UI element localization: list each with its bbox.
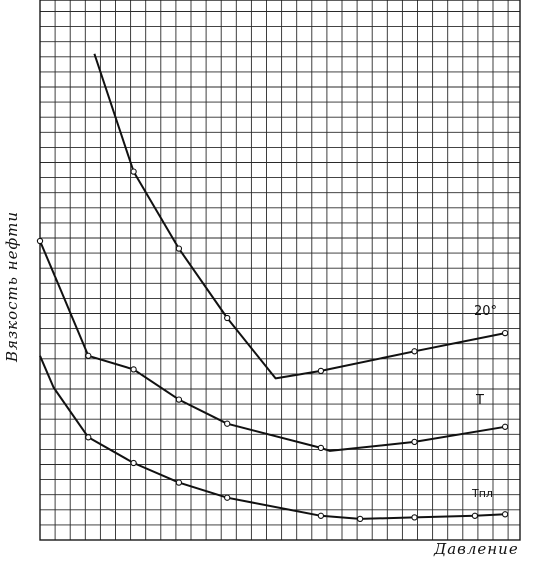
data-point-T: [411, 438, 418, 446]
series-line-T: [39, 240, 506, 452]
data-point-T: [175, 396, 183, 403]
chart-markers-group: [36, 168, 509, 523]
data-point-T: [501, 423, 509, 430]
series-line-20deg: [93, 53, 506, 380]
data-point-Tpl: [85, 434, 92, 441]
data-point-T: [36, 237, 44, 245]
data-point-Tpl: [411, 514, 418, 521]
data-point-Tpl: [317, 512, 325, 519]
data-point-T: [130, 366, 137, 373]
x-axis-label: Давление: [433, 540, 519, 558]
data-point-20deg: [411, 348, 418, 355]
plot-frame: [39, 0, 521, 541]
data-point-Tpl: [356, 515, 364, 523]
series-label-20deg: 20°: [474, 304, 497, 319]
data-point-Tpl: [471, 512, 479, 519]
series-label-T: T: [475, 393, 484, 408]
data-point-Tpl: [224, 494, 231, 501]
data-point-20deg: [130, 168, 137, 175]
y-axis-label: Вязкость нефти: [3, 211, 21, 363]
data-point-Tpl: [175, 479, 183, 486]
data-point-T: [85, 352, 92, 359]
data-point-20deg: [501, 329, 509, 337]
chart-grid: [39, 0, 520, 541]
series-label-Tpl: Тпл: [471, 487, 493, 500]
data-point-Tpl: [501, 511, 509, 518]
data-point-20deg: [317, 367, 325, 375]
data-point-T: [317, 444, 325, 452]
data-point-T: [224, 420, 231, 427]
data-point-Tpl: [130, 459, 137, 467]
data-point-20deg: [175, 245, 183, 252]
data-point-20deg: [224, 314, 231, 322]
